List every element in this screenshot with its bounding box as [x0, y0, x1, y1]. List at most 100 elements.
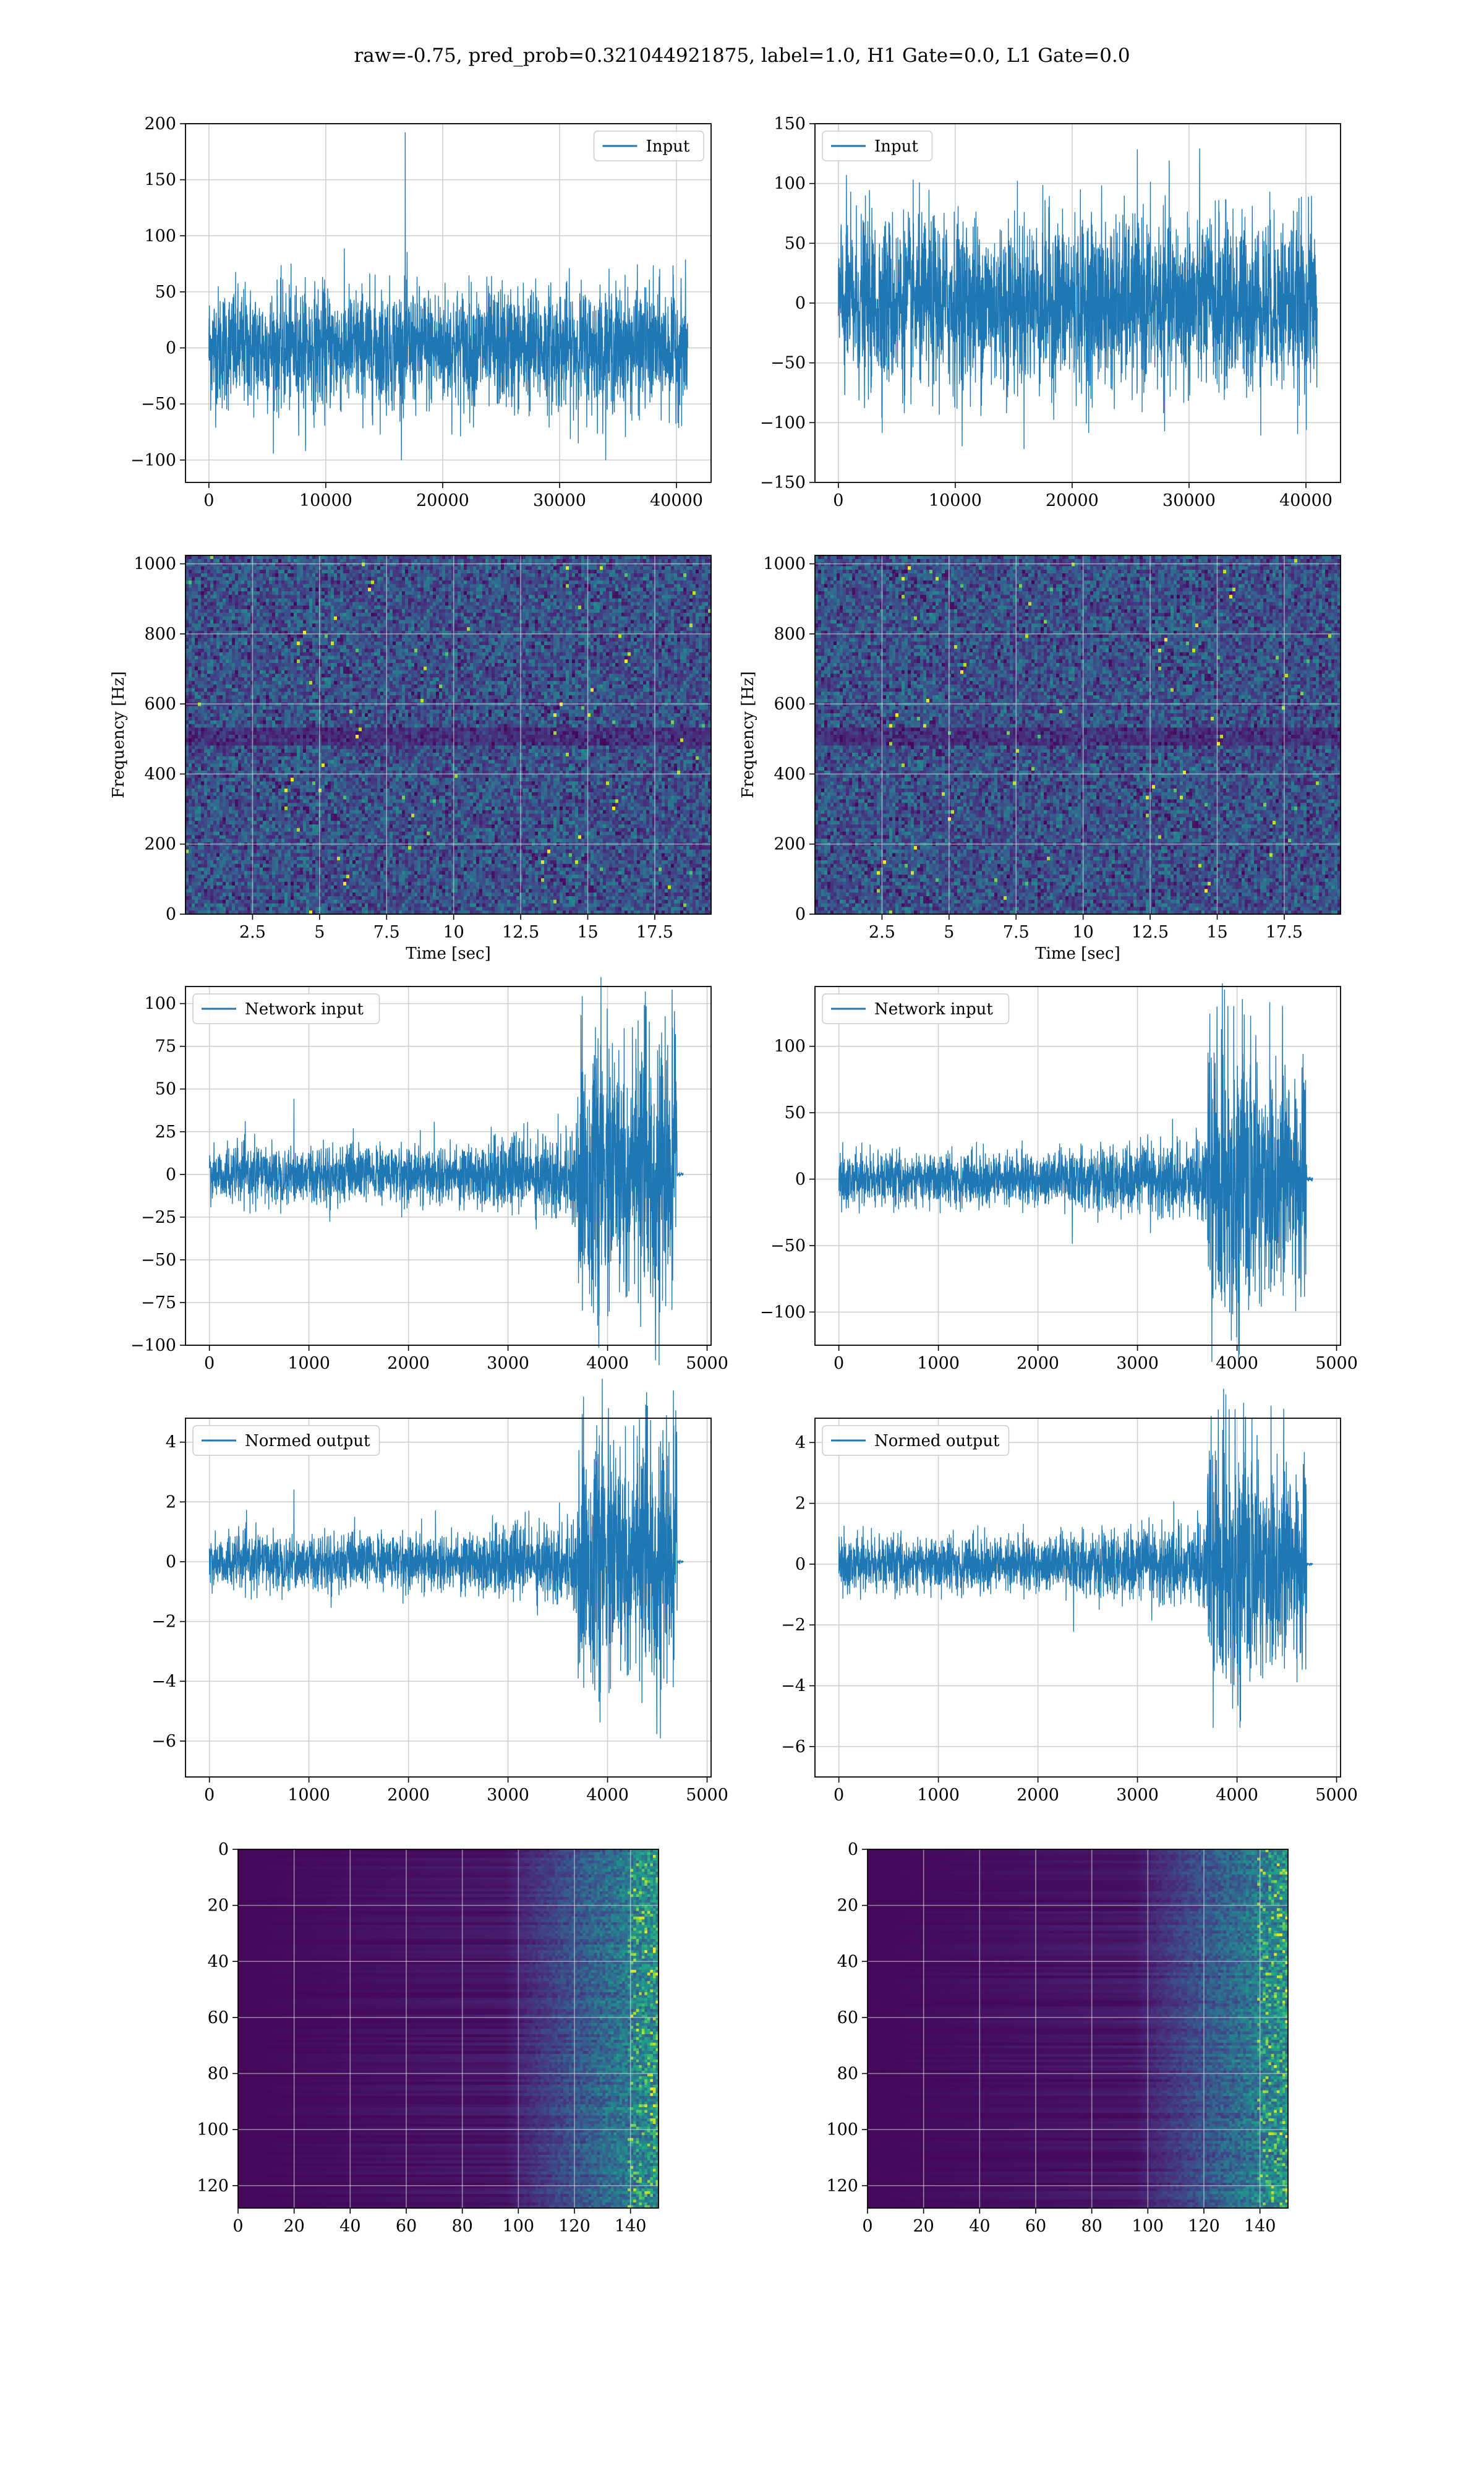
heatmap-cell	[399, 563, 403, 567]
heatmap-cell	[544, 573, 548, 577]
heatmap-cell	[476, 584, 480, 588]
heatmap-cell	[655, 570, 659, 573]
heatmap-cell	[204, 566, 208, 570]
heatmap-cell	[652, 563, 656, 567]
heatmap-cell	[442, 573, 446, 577]
heatmap-cell	[405, 559, 409, 563]
x-tick-label: 40000	[650, 491, 703, 510]
heatmap-cell	[368, 581, 372, 584]
heatmap-cell	[563, 563, 566, 567]
heatmap-cell	[294, 577, 297, 581]
heatmap-cell	[278, 563, 282, 567]
heatmap-cell	[655, 581, 659, 584]
heatmap-cell	[210, 581, 214, 584]
heatmap-cell	[294, 566, 297, 570]
heatmap-cell	[553, 573, 557, 577]
heatmap-cell	[254, 577, 257, 581]
heatmap-cell	[507, 559, 511, 563]
heatmap-cell	[436, 570, 440, 573]
heatmap-cell	[640, 563, 644, 567]
heatmap-cell	[556, 584, 560, 588]
heatmap-cell	[380, 559, 384, 563]
heatmap-cell	[665, 566, 668, 570]
heatmap-cell	[322, 573, 325, 577]
heatmap-cell	[266, 566, 270, 570]
heatmap-cell	[603, 559, 607, 563]
heatmap-cell	[229, 563, 232, 567]
heatmap-cell	[359, 573, 362, 577]
heatmap-cell	[247, 555, 251, 559]
heatmap-cell	[405, 555, 409, 559]
heatmap-cell	[331, 570, 335, 573]
heatmap-cell	[547, 555, 551, 559]
heatmap-cell	[547, 573, 551, 577]
heatmap-cell	[507, 573, 511, 577]
heatmap-cell	[223, 584, 226, 588]
heatmap-cell	[195, 570, 198, 573]
heatmap-cell	[241, 570, 245, 573]
heatmap-cell	[699, 577, 702, 581]
heatmap-cell	[427, 573, 430, 577]
heatmap-cell	[414, 577, 418, 581]
heatmap-cell	[198, 584, 202, 588]
heatmap-cell	[479, 570, 483, 573]
heatmap-cell	[201, 577, 205, 581]
heatmap-cell	[612, 573, 616, 577]
heatmap-cell	[597, 559, 600, 563]
heatmap-cell	[235, 581, 239, 584]
heatmap-cell	[464, 573, 467, 577]
heatmap-cell	[569, 563, 573, 567]
heatmap-cell	[640, 573, 644, 577]
heatmap-cell	[318, 555, 322, 559]
heatmap-cell	[331, 584, 335, 588]
heatmap-cell	[223, 566, 226, 570]
heatmap-cell	[625, 555, 628, 559]
heatmap-cell	[448, 559, 452, 563]
heatmap-cell	[195, 573, 198, 577]
heatmap-cell	[563, 570, 566, 573]
heatmap-cell	[213, 555, 217, 559]
heatmap-cell	[226, 584, 229, 588]
heatmap-cell	[544, 581, 548, 584]
heatmap-cell	[646, 566, 650, 570]
heatmap-cell	[485, 584, 489, 588]
heatmap-cell	[618, 555, 622, 559]
heatmap-cell	[266, 577, 270, 581]
heatmap-cell	[411, 573, 415, 577]
heatmap-cell	[247, 559, 251, 563]
heatmap-cell	[532, 573, 535, 577]
heatmap-cell	[223, 570, 226, 573]
y-tick-label: 200	[144, 114, 176, 134]
heatmap-cell	[247, 563, 251, 567]
heatmap-cell	[458, 584, 461, 588]
heatmap-cell	[575, 570, 579, 573]
heatmap-cell	[655, 573, 659, 577]
heatmap-cell	[352, 573, 356, 577]
heatmap-cell	[547, 566, 551, 570]
heatmap-cell	[566, 573, 569, 577]
heatmap-cell	[702, 555, 706, 559]
heatmap-cell	[315, 573, 319, 577]
heatmap-cell	[424, 577, 427, 581]
heatmap-cell	[405, 584, 409, 588]
heatmap-cell	[538, 566, 542, 570]
heatmap-cell	[294, 559, 297, 563]
heatmap-cell	[504, 573, 508, 577]
heatmap-cell	[257, 566, 260, 570]
heatmap-cell	[235, 555, 239, 559]
heatmap-cell	[322, 570, 325, 573]
heatmap-cell	[275, 570, 279, 573]
heatmap-cell	[665, 563, 668, 567]
heatmap-cell	[334, 570, 338, 573]
heatmap-cell	[420, 566, 424, 570]
heatmap-cell	[541, 581, 545, 584]
heatmap-cell	[461, 581, 464, 584]
y-tick-label: 100	[144, 226, 176, 246]
heatmap-cell	[281, 570, 285, 573]
heatmap-cell	[213, 577, 217, 581]
heatmap-cell	[303, 570, 307, 573]
heatmap-cell	[473, 559, 477, 563]
heatmap-cell	[207, 573, 211, 577]
heatmap-cell	[699, 566, 702, 570]
heatmap-cell	[420, 570, 424, 573]
